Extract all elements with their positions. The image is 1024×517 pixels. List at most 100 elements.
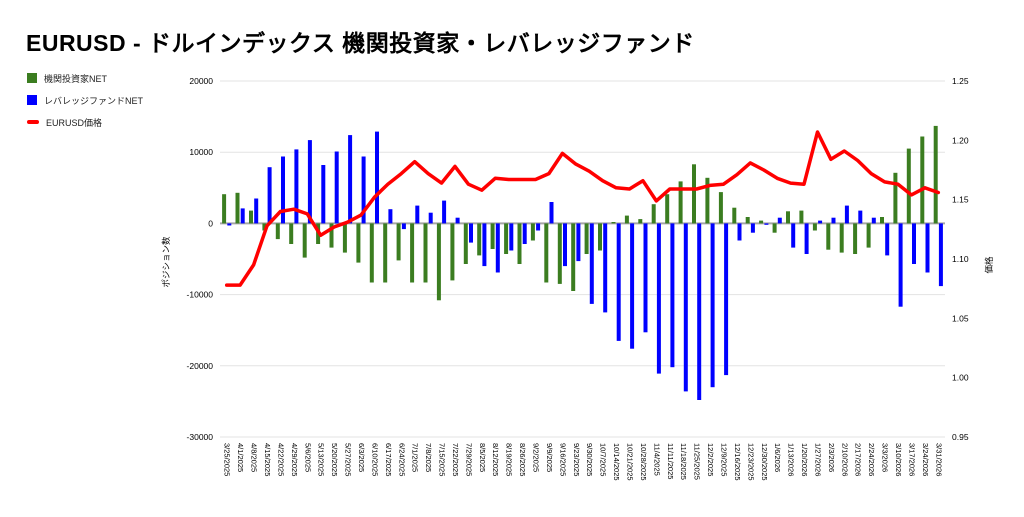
x-axis-date-label: 10/14/2025 — [612, 443, 621, 481]
x-axis-date-label: 6/10/2025 — [370, 443, 379, 476]
bar-leveraged — [777, 217, 782, 224]
y-axis-left-tick: -30000 — [187, 432, 214, 442]
bar-leveraged — [482, 223, 487, 267]
leveraged-swatch-icon — [27, 95, 37, 105]
bar-leveraged — [576, 223, 581, 262]
x-axis-date-label: 11/11/2025 — [666, 443, 675, 479]
bar-leveraged — [442, 200, 447, 224]
bar-leveraged — [307, 140, 312, 224]
x-axis-date-label: 7/8/2025 — [424, 443, 433, 472]
x-axis-date-label: 8/12/2025 — [491, 443, 500, 476]
bar-leveraged — [375, 131, 379, 224]
x-axis-date-label: 3/24/2026 — [921, 443, 930, 476]
y-axis-right-tick: 1.15 — [952, 195, 969, 205]
bar-institutional — [651, 204, 656, 224]
bar-institutional — [624, 215, 629, 224]
bar-institutional — [289, 223, 294, 244]
x-axis-date-label: 11/18/2025 — [679, 443, 688, 480]
bar-institutional — [906, 148, 911, 224]
bar-leveraged — [240, 208, 245, 224]
x-axis-date-label: 7/1/2025 — [411, 443, 420, 472]
bar-leveraged — [885, 223, 890, 256]
bar-leveraged — [549, 202, 554, 224]
legend-label: レバレッジファンドNET — [44, 95, 144, 106]
y-axis-right-tick: 1.25 — [952, 76, 969, 86]
bar-institutional — [866, 223, 871, 248]
x-axis-date-label: 12/9/2025 — [720, 443, 729, 476]
bar-institutional — [262, 223, 267, 231]
x-axis-date-label: 9/30/2025 — [585, 443, 594, 476]
bar-leveraged — [683, 223, 688, 392]
bar-institutional — [786, 211, 790, 224]
bar-leveraged — [871, 217, 876, 224]
bar-institutional — [222, 194, 227, 224]
x-axis-date-label: 12/30/2025 — [760, 443, 769, 481]
bar-leveraged — [656, 223, 661, 374]
bar-institutional — [477, 223, 482, 256]
bar-institutional — [235, 192, 240, 224]
x-axis-date-label: 1/20/2026 — [800, 443, 809, 476]
bar-leveraged — [267, 167, 272, 224]
x-axis-date-label: 2/10/2026 — [840, 443, 849, 476]
x-axis-date-label: 1/27/2026 — [814, 443, 823, 476]
x-axis-date-label: 4/15/2025 — [263, 443, 272, 476]
bar-leveraged — [401, 223, 406, 230]
bar-institutional — [638, 219, 643, 224]
bar-leveraged — [455, 217, 460, 224]
x-axis-date-label: 3/17/2026 — [907, 443, 916, 476]
x-axis-date-label: 4/8/2025 — [250, 443, 259, 472]
bar-leveraged — [804, 223, 809, 254]
x-axis-date-label: 7/22/2025 — [451, 443, 460, 476]
x-axis-date-label: 7/29/2025 — [464, 443, 473, 476]
x-axis-date-label: 6/24/2025 — [397, 443, 406, 476]
x-axis-date-label: 8/5/2025 — [478, 443, 487, 472]
bar-institutional — [369, 223, 374, 283]
x-axis-date-label: 11/4/2025 — [652, 443, 661, 476]
x-axis-date-label: 4/22/2025 — [276, 443, 285, 476]
x-axis-date-label: 11/25/2025 — [693, 443, 702, 480]
bar-institutional — [383, 223, 388, 283]
bar-institutional — [799, 210, 804, 224]
bar-institutional — [772, 223, 777, 233]
bar-leveraged — [764, 223, 769, 225]
x-axis-date-label: 3/25/2025 — [223, 443, 232, 476]
x-axis-date-label: 3/10/2026 — [894, 443, 903, 476]
page-title: EURUSD - ドルインデックス 機関投資家・レバレッジファンド — [26, 30, 695, 56]
bar-leveraged — [281, 156, 285, 224]
legend-item-leveraged: レバレッジファンドNET — [27, 89, 143, 111]
bar-institutional — [504, 223, 509, 254]
x-axis-date-label: 1/6/2026 — [773, 443, 782, 472]
bar-institutional — [342, 223, 347, 253]
chart-legend: 機関投資家NET レバレッジファンドNET EURUSD価格 — [27, 67, 143, 133]
x-axis-date-label: 3/31/2026 — [934, 443, 943, 476]
x-axis-date-label: 10/7/2025 — [599, 443, 608, 476]
bar-leveraged — [254, 198, 259, 224]
y-axis-right-tick: 1.05 — [952, 313, 969, 323]
bar-leveraged — [321, 165, 326, 224]
eurusd-price-line — [224, 130, 941, 287]
y-axis-right-tick: 1.00 — [952, 373, 969, 383]
y-axis-right-title: 価格 — [984, 256, 994, 274]
bar-institutional — [396, 223, 401, 261]
bar-leveraged — [469, 223, 473, 243]
institutional-swatch-icon — [27, 73, 37, 83]
bar-institutional — [812, 223, 817, 231]
bar-leveraged — [334, 151, 339, 224]
bar-leveraged — [294, 149, 299, 224]
x-axis-date-label: 9/23/2025 — [572, 443, 581, 476]
bar-leveraged — [388, 209, 393, 224]
bar-leveraged — [710, 223, 715, 388]
bar-institutional — [718, 192, 723, 224]
bar-leveraged — [589, 223, 594, 304]
bar-institutional — [463, 223, 468, 264]
x-axis-date-label: 6/3/2025 — [357, 443, 366, 472]
y-axis-left-tick: 20000 — [189, 76, 213, 86]
legend-item-institutional: 機関投資家NET — [27, 67, 143, 89]
bar-leveraged — [509, 223, 514, 251]
x-axis-date-label: 8/19/2025 — [505, 443, 514, 476]
x-axis-date-label: 8/26/2025 — [518, 443, 527, 476]
bar-institutional — [490, 223, 495, 249]
price-line-swatch-icon — [27, 120, 39, 124]
bar-leveraged — [616, 223, 621, 341]
